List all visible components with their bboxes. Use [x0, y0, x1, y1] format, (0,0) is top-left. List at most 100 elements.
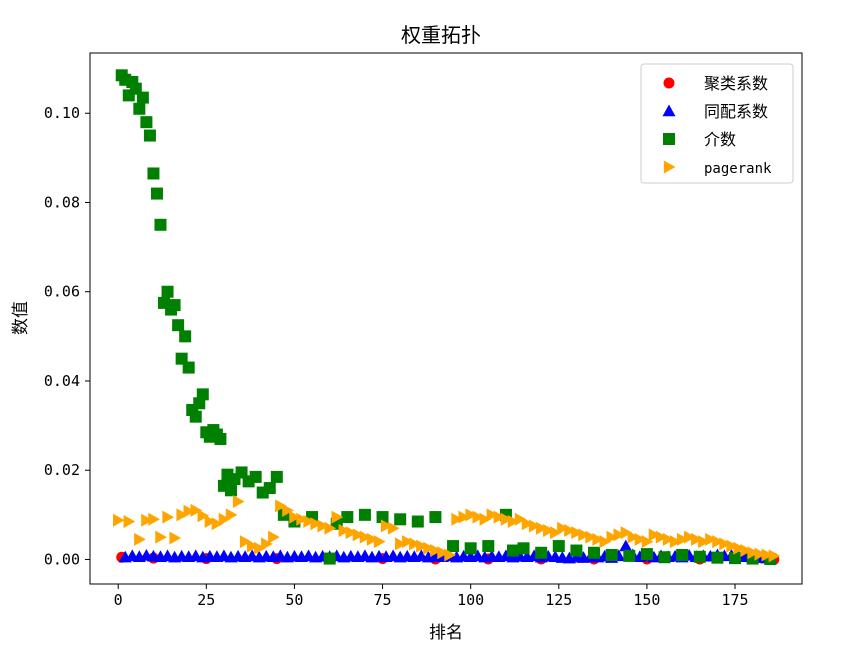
pagerank-point — [550, 526, 562, 540]
pagerank-point — [373, 535, 386, 549]
pagerank-point — [535, 521, 548, 535]
y-tick-label: 0.02 — [44, 461, 80, 479]
pagerank-point — [437, 546, 449, 560]
legend-label-clustering: 聚类系数 — [704, 74, 768, 93]
betweenness-point — [517, 542, 530, 555]
pagerank-point — [669, 535, 682, 549]
pagerank-point — [719, 537, 731, 551]
pagerank-point — [155, 530, 167, 544]
x-tick-label: 125 — [545, 591, 572, 609]
pagerank-point — [768, 549, 781, 563]
pagerank-point — [317, 519, 330, 533]
legend-label-assortativity: 同配系数 — [704, 102, 768, 121]
betweenness-point — [249, 470, 262, 483]
pagerank-point — [592, 532, 605, 546]
pagerank-point — [169, 531, 182, 545]
betweenness-point — [168, 299, 181, 312]
betweenness-point — [605, 548, 618, 561]
pagerank-point — [740, 544, 753, 558]
pagerank-point — [394, 537, 407, 551]
x-tick-label: 150 — [633, 591, 660, 609]
betweenness-point — [147, 167, 160, 180]
pagerank-point — [416, 539, 428, 553]
pagerank-point — [261, 537, 273, 551]
y-tick-label: 0.08 — [44, 193, 80, 211]
betweenness-point — [552, 540, 565, 553]
legend-label-betweenness: 介数 — [704, 130, 736, 149]
pagerank-point — [268, 530, 280, 544]
pagerank-point — [648, 528, 661, 542]
legend-entry-betweenness: 介数 — [663, 130, 736, 149]
pagerank-point — [486, 508, 499, 522]
y-tick-label: 0.00 — [44, 550, 80, 568]
betweenness-point — [161, 285, 174, 298]
betweenness-point — [358, 508, 371, 521]
betweenness-point — [172, 319, 185, 332]
betweenness-point — [429, 511, 442, 524]
betweenness-point — [154, 218, 167, 231]
betweenness-point — [182, 361, 195, 374]
pagerank-point — [641, 535, 654, 549]
betweenness-point — [588, 546, 601, 559]
betweenness-point — [270, 470, 283, 483]
betweenness-point — [676, 548, 689, 561]
pagerank-point — [338, 523, 351, 537]
assortativity-point — [619, 539, 633, 552]
pagerank-point — [123, 515, 136, 529]
pagerank-point — [606, 530, 619, 544]
y-axis-title: 数值 — [11, 301, 31, 335]
pagerank-point — [543, 523, 555, 537]
pagerank-point — [275, 499, 287, 513]
betweenness-point — [506, 544, 519, 557]
pagerank-point — [634, 532, 647, 546]
pagerank-point — [239, 535, 252, 549]
pagerank-point — [712, 535, 724, 549]
legend-entry-clustering: 聚类系数 — [663, 74, 768, 93]
pagerank-point — [148, 512, 160, 526]
pagerank-point — [747, 546, 760, 560]
betweenness-point — [179, 330, 192, 343]
pagerank-point — [204, 515, 217, 529]
plot-marks — [112, 69, 781, 566]
x-tick-label: 50 — [285, 591, 303, 609]
pagerank-point — [183, 504, 196, 518]
legend-marker-pagerank — [663, 160, 676, 174]
pagerank-point — [655, 530, 668, 544]
pagerank-point — [458, 510, 471, 524]
legend-entry-pagerank: pagerank — [663, 160, 772, 177]
pagerank-point — [599, 535, 612, 549]
pagerank-point — [676, 532, 689, 546]
pagerank-point — [141, 513, 153, 527]
betweenness-point — [376, 511, 389, 524]
pagerank-point — [585, 530, 598, 544]
pagerank-point — [698, 535, 710, 549]
pagerank-point — [613, 528, 626, 542]
betweenness-point — [150, 187, 163, 200]
pagerank-point — [761, 548, 774, 562]
pagerank-point — [112, 513, 125, 527]
x-tick-label: 0 — [114, 591, 123, 609]
pagerank-point — [324, 521, 337, 535]
betweenness-point — [214, 432, 227, 445]
pagerank-point — [197, 509, 210, 523]
legend-marker-clustering — [663, 77, 675, 89]
pagerank-point — [190, 503, 203, 517]
pagerank-point — [705, 532, 717, 546]
pagerank-point — [289, 510, 301, 524]
betweenness-point — [729, 552, 742, 565]
betweenness-point — [136, 91, 149, 104]
pagerank-point — [627, 530, 640, 544]
pagerank-point — [564, 523, 576, 537]
betweenness-point — [411, 515, 424, 528]
betweenness-point — [447, 540, 460, 553]
pagerank-point — [423, 541, 435, 555]
pagerank-point — [733, 541, 746, 555]
betweenness-point — [658, 551, 671, 564]
pagerank-point — [402, 535, 414, 549]
pagerank-point — [691, 532, 703, 546]
x-tick-label: 75 — [374, 591, 392, 609]
pagerank-point — [134, 532, 146, 546]
y-tick-label: 0.04 — [44, 372, 80, 390]
pagerank-point — [662, 532, 675, 546]
